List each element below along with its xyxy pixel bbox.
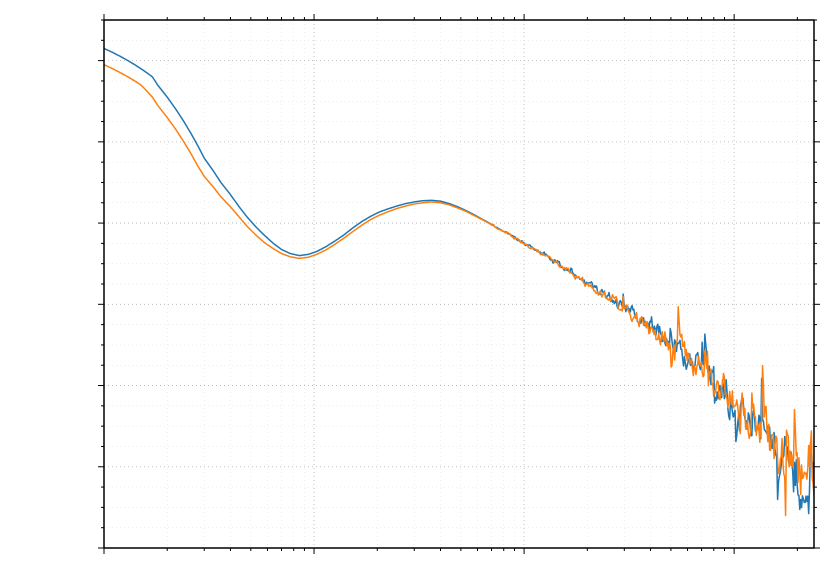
spectrum-chart bbox=[0, 0, 834, 588]
